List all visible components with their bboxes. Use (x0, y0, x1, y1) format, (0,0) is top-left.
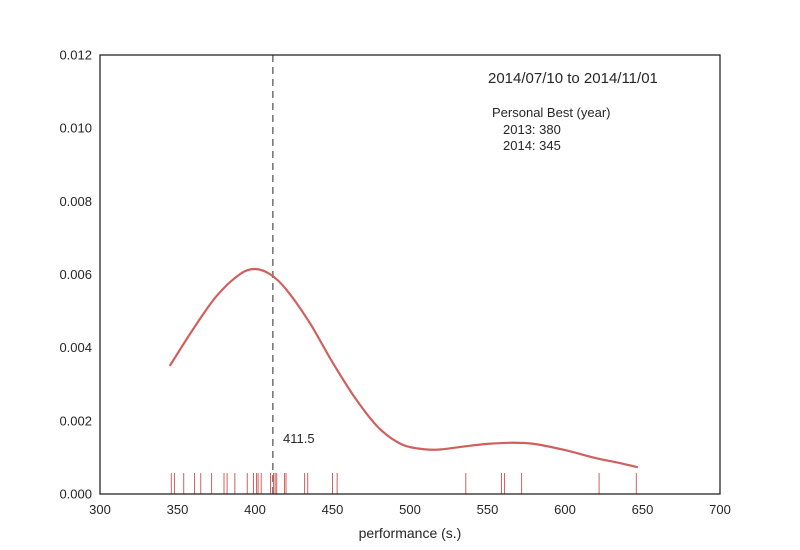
y-axis: 0.000 0.002 0.004 0.006 0.008 0.010 0.012 (59, 48, 92, 502)
density-curve (168, 267, 639, 469)
personal-best-title: Personal Best (year) (492, 105, 611, 120)
y-tick-label: 0.004 (59, 340, 92, 355)
x-axis-label: performance (s.) (359, 525, 462, 541)
median-value-label: 411.5 (283, 431, 315, 446)
x-tick-label: 600 (554, 502, 576, 517)
x-tick-label: 400 (244, 502, 266, 517)
y-tick-label: 0.008 (59, 194, 92, 209)
plot-layer (168, 55, 639, 494)
x-tick-label: 650 (632, 502, 654, 517)
x-tick-label: 500 (399, 502, 421, 517)
x-tick-label: 550 (477, 502, 499, 517)
date-range-annotation: 2014/07/10 to 2014/11/01 (488, 70, 658, 87)
x-tick-label: 300 (89, 502, 111, 517)
x-axis: 300 350 400 450 500 550 600 650 700 (89, 502, 731, 517)
plot-frame (99, 54, 721, 495)
y-tick-label: 0.012 (59, 48, 92, 63)
x-tick-label: 350 (167, 502, 189, 517)
y-tick-label: 0.006 (59, 267, 92, 282)
x-tick-label: 700 (709, 502, 731, 517)
x-tick-label: 450 (322, 502, 344, 517)
y-tick-label: 0.000 (59, 487, 92, 502)
y-tick-label: 0.010 (59, 121, 92, 136)
y-tick-label: 0.002 (59, 413, 92, 428)
personal-best-2014: 2014: 345 (503, 138, 561, 153)
personal-best-2013: 2013: 380 (503, 122, 561, 137)
